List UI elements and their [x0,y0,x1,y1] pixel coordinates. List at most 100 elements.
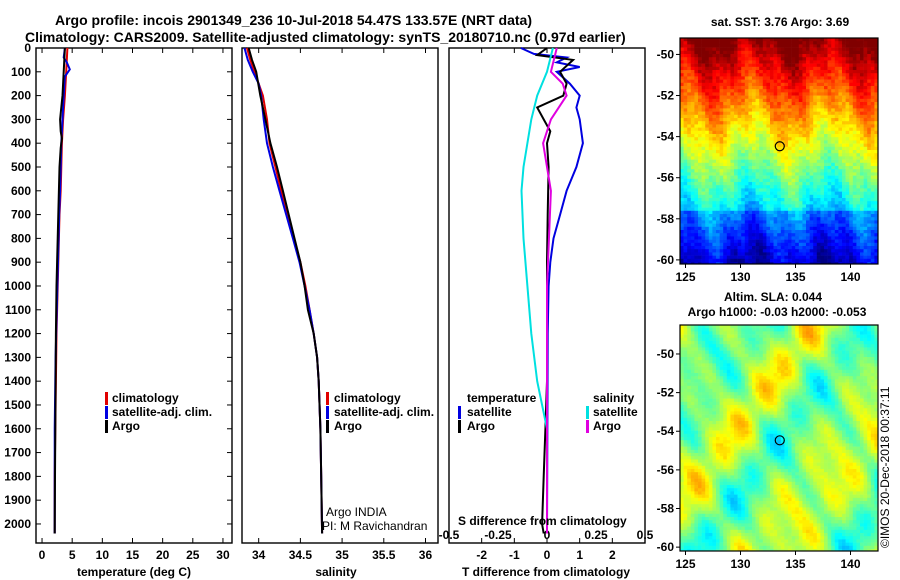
heatmap-cell [741,223,746,228]
heatmap-cell [849,178,854,183]
heatmap-cell [806,124,810,128]
heatmap-cell [748,159,753,164]
heatmap-cell [849,134,854,138]
heatmap-cell [874,194,878,199]
heatmap-cell [777,159,782,164]
heatmap-cell [798,341,803,345]
heatmap-cell [698,159,702,164]
heatmap-cell [712,121,717,125]
heatmap-cell [867,223,872,228]
heatmap-cell [741,242,746,247]
heatmap-cell [842,337,846,342]
heatmap-cell [806,337,810,342]
heatmap-cell [860,137,864,141]
heatmap-cell [759,134,764,138]
heatmap-cell [845,230,850,234]
heatmap-cell [791,137,796,141]
heatmap-cell [824,70,828,74]
heatmap-cell [838,153,843,157]
heatmap-cell [788,89,792,93]
heatmap-cell [788,194,792,199]
heatmap-cell [694,204,699,208]
heatmap-cell [874,41,878,45]
heatmap-cell [766,60,771,64]
heatmap-cell [813,226,818,231]
heatmap-cell [716,182,720,186]
temperature-difference-x-axis: -2 -1 0 1 2 [476,48,616,562]
heatmap-cell [712,262,717,264]
heatmap-cell [795,150,800,154]
heatmap-cell [816,337,821,342]
heatmap-cell [694,236,699,240]
heatmap-cell [716,41,720,45]
heatmap-cell [870,60,875,64]
heatmap-cell [712,191,717,196]
heatmap-cell [690,217,695,221]
heatmap-cell [870,89,875,93]
heatmap-cell [759,54,764,58]
heatmap-cell [719,207,724,212]
heatmap-cell [773,353,778,358]
heatmap-cell [795,79,800,84]
heatmap-cell [867,350,872,355]
heatmap-cell [766,233,771,237]
heatmap-cell [824,341,828,345]
heatmap-cell [842,344,846,348]
heatmap-cell [694,54,699,58]
heatmap-cell [809,252,814,256]
heatmap-cell [719,82,724,87]
heatmap-cell [766,252,771,256]
heatmap-cell [701,258,706,263]
heatmap-cell [701,334,706,339]
heatmap-cell [698,38,702,42]
heatmap-cell [798,258,803,263]
heatmap-cell [867,47,872,52]
heatmap-cell [824,353,828,358]
heatmap-cell [730,175,735,180]
heatmap-cell [734,255,738,260]
heatmap-cell [820,185,825,189]
heatmap-cell [719,366,724,371]
heatmap-cell [798,325,803,329]
heatmap-cell [701,159,706,164]
heatmap-cell [809,178,814,183]
heatmap-cell [694,217,699,221]
heatmap-cell [759,185,764,189]
heatmap-cell [867,172,872,176]
principal-investigator-annotation: PI: M Ravichandran [322,519,427,533]
heatmap-cell [766,66,771,71]
heatmap-cell [798,194,803,199]
heatmap-cell [694,350,699,355]
heatmap-cell [770,82,774,87]
heatmap-cell [870,252,875,256]
heatmap-cell [748,111,753,116]
heatmap-cell [716,73,720,77]
heatmap-cell [730,182,735,186]
heatmap-cell [770,127,774,132]
heatmap-cell [694,86,699,90]
heatmap-cell [708,369,713,374]
heatmap-cell [838,159,843,164]
heatmap-cell [708,89,713,93]
heatmap-cell [701,143,706,148]
heatmap-cell [766,255,771,260]
heatmap-cell [831,150,836,154]
heatmap-cell [712,207,717,212]
heatmap-cell [863,134,868,138]
heatmap-cell [698,121,702,125]
heatmap-cell [762,50,767,55]
heatmap-cell [813,262,818,264]
heatmap-cell [708,162,713,167]
heatmap-cell [748,54,753,58]
heatmap-cell [762,63,767,68]
heatmap-cell [687,111,692,116]
heatmap-cell [770,366,774,371]
heatmap-cell [762,111,767,116]
heatmap-cell [795,134,800,138]
heatmap-cell [723,337,728,342]
heatmap-cell [860,366,864,371]
heatmap-cell [838,226,843,231]
heatmap-cell [773,337,778,342]
heatmap-cell [831,143,836,148]
heatmap-cell [766,347,771,351]
